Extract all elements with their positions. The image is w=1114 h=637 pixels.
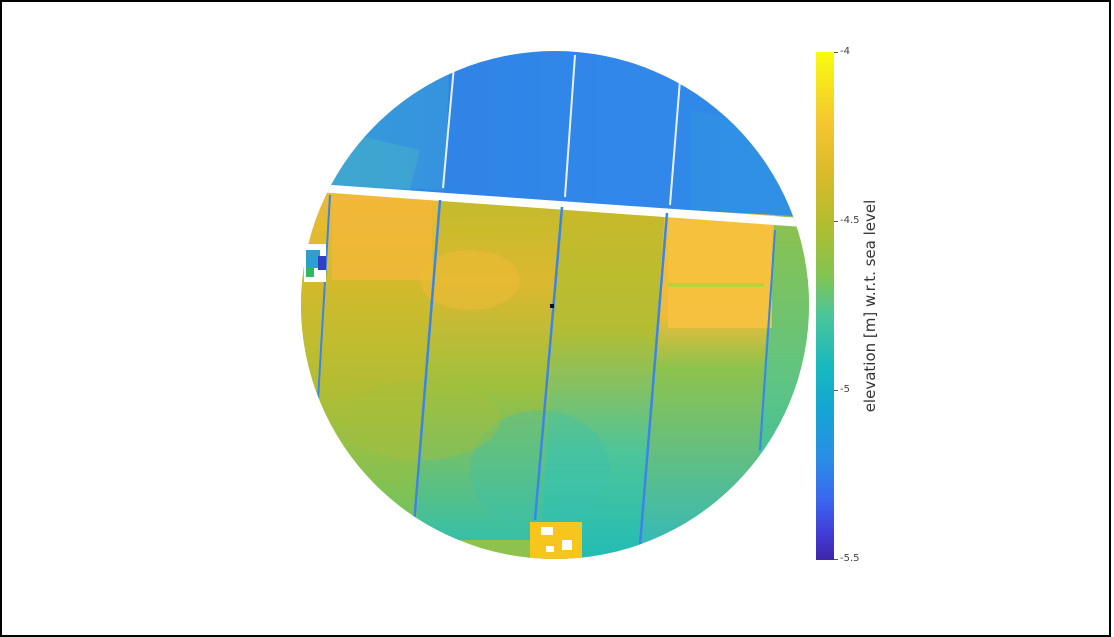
colorbar-tick-label: -5 — [840, 384, 850, 395]
colorbar-tick-label: -4 — [840, 46, 850, 57]
colorbar-tick-label: -4.5 — [840, 215, 860, 226]
colorbar-tick — [834, 52, 838, 53]
colorbar-tick — [834, 221, 838, 222]
colorbar-tick — [834, 390, 838, 391]
colorbar-tick-label: -5.5 — [840, 553, 860, 564]
colorbar-label: elevation [m] w.r.t. sea level — [861, 199, 879, 413]
colorbar — [816, 52, 834, 560]
colorbar-tick — [834, 559, 838, 560]
